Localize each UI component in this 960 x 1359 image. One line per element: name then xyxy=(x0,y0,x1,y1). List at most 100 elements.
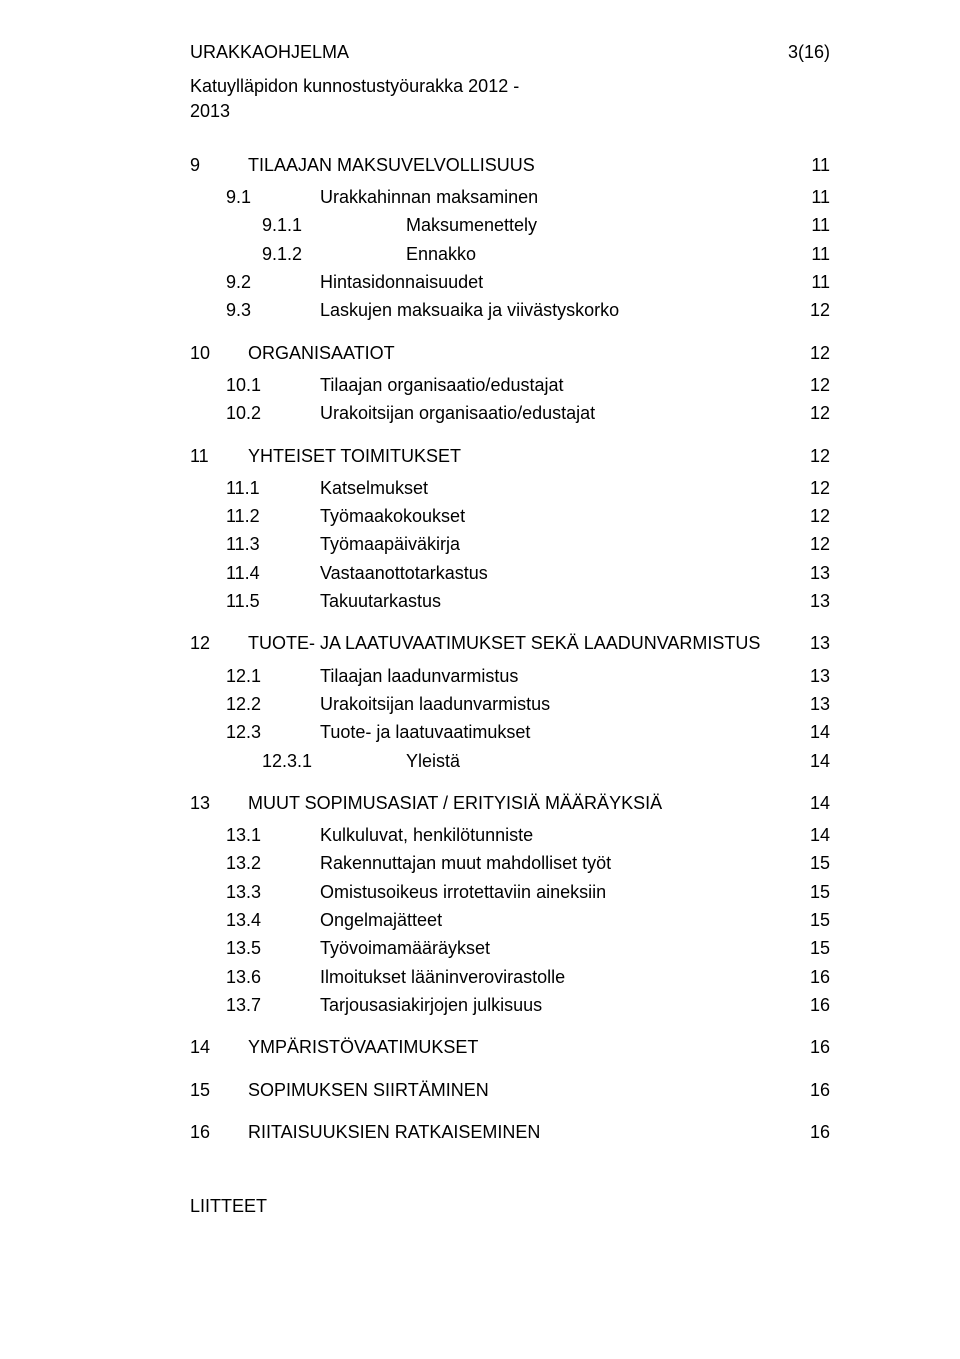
toc-label: Tilaajan organisaatio/edustajat xyxy=(320,373,790,397)
toc-page-number: 16 xyxy=(790,1120,830,1144)
toc-row: 12.3.1Yleistä14 xyxy=(190,749,830,773)
toc-label: Hintasidonnaisuudet xyxy=(320,270,790,294)
toc-row: 12.1Tilaajan laadunvarmistus13 xyxy=(190,664,830,688)
toc-number: 13.7 xyxy=(190,993,320,1017)
table-of-contents: 9TILAAJAN MAKSUVELVOLLISUUS11 9.1Urakkahi… xyxy=(190,153,830,1144)
toc-label: Katselmukset xyxy=(320,476,790,500)
toc-number: 13.4 xyxy=(190,908,320,932)
toc-label: SOPIMUKSEN SIIRTÄMINEN xyxy=(248,1078,790,1102)
toc-page-number: 16 xyxy=(790,965,830,989)
toc-label: Urakkahinnan maksaminen xyxy=(320,185,790,209)
toc-number: 11.4 xyxy=(190,561,320,585)
toc-label: Tuote- ja laatuvaatimukset xyxy=(320,720,790,744)
toc-row: 13.2Rakennuttajan muut mahdolliset työt1… xyxy=(190,851,830,875)
toc-number: 13.5 xyxy=(190,936,320,960)
toc-row: 14YMPÄRISTÖVAATIMUKSET16 xyxy=(190,1035,830,1059)
toc-number: 9.1 xyxy=(190,185,320,209)
toc-row: 16RIITAISUUKSIEN RATKAISEMINEN16 xyxy=(190,1120,830,1144)
toc-row: 11.5Takuutarkastus13 xyxy=(190,589,830,613)
toc-label: Tilaajan laadunvarmistus xyxy=(320,664,790,688)
page-indicator: 3(16) xyxy=(788,40,830,64)
toc-label: Laskujen maksuaika ja viivästyskorko xyxy=(320,298,790,322)
toc-page-number: 14 xyxy=(790,823,830,847)
toc-number: 13.3 xyxy=(190,880,320,904)
toc-page-number: 11 xyxy=(790,242,830,266)
toc-label: RIITAISUUKSIEN RATKAISEMINEN xyxy=(248,1120,790,1144)
footer-label: LIITTEET xyxy=(190,1194,830,1218)
toc-row: 9.2Hintasidonnaisuudet11 xyxy=(190,270,830,294)
toc-page-number: 15 xyxy=(790,851,830,875)
doc-title: URAKKAOHJELMA xyxy=(190,40,349,64)
toc-label: Työmaakokoukset xyxy=(320,504,790,528)
toc-row: 13.5Työvoimamääräykset15 xyxy=(190,936,830,960)
toc-label: YMPÄRISTÖVAATIMUKSET xyxy=(248,1035,790,1059)
toc-number: 11.2 xyxy=(190,504,320,528)
toc-page-number: 12 xyxy=(790,476,830,500)
toc-number: 11.5 xyxy=(190,589,320,613)
toc-number: 9 xyxy=(190,153,248,177)
toc-label: Ennakko xyxy=(406,242,790,266)
toc-page-number: 13 xyxy=(790,664,830,688)
toc-page-number: 14 xyxy=(790,791,830,815)
toc-number: 9.2 xyxy=(190,270,320,294)
toc-row: 11YHTEISET TOIMITUKSET12 xyxy=(190,444,830,468)
toc-number: 11 xyxy=(190,444,248,468)
toc-label: TUOTE- JA LAATUVAATIMUKSET SEKÄ LAADUNVA… xyxy=(248,631,790,655)
toc-number: 11.1 xyxy=(190,476,320,500)
toc-row: 11.4Vastaanottotarkastus13 xyxy=(190,561,830,585)
toc-row: 9.3Laskujen maksuaika ja viivästyskorko1… xyxy=(190,298,830,322)
toc-label: Takuutarkastus xyxy=(320,589,790,613)
document-page: URAKKAOHJELMA 3(16) Katuylläpidon kunnos… xyxy=(0,0,960,1359)
toc-page-number: 11 xyxy=(790,153,830,177)
toc-page-number: 15 xyxy=(790,936,830,960)
toc-page-number: 13 xyxy=(790,589,830,613)
toc-row: 13.1Kulkuluvat, henkilötunniste14 xyxy=(190,823,830,847)
toc-number: 9.1.2 xyxy=(190,242,406,266)
toc-number: 13.6 xyxy=(190,965,320,989)
toc-number: 10.1 xyxy=(190,373,320,397)
toc-page-number: 11 xyxy=(790,213,830,237)
toc-label: ORGANISAATIOT xyxy=(248,341,790,365)
toc-page-number: 12 xyxy=(790,341,830,365)
toc-page-number: 14 xyxy=(790,720,830,744)
toc-page-number: 12 xyxy=(790,444,830,468)
toc-page-number: 15 xyxy=(790,908,830,932)
toc-page-number: 13 xyxy=(790,631,830,655)
toc-row: 10ORGANISAATIOT12 xyxy=(190,341,830,365)
toc-label: Yleistä xyxy=(406,749,790,773)
toc-label: Rakennuttajan muut mahdolliset työt xyxy=(320,851,790,875)
toc-page-number: 11 xyxy=(790,270,830,294)
toc-row: 9.1.2Ennakko11 xyxy=(190,242,830,266)
toc-row: 13.7Tarjousasiakirjojen julkisuus16 xyxy=(190,993,830,1017)
toc-page-number: 12 xyxy=(790,373,830,397)
toc-page-number: 12 xyxy=(790,401,830,425)
toc-number: 13 xyxy=(190,791,248,815)
toc-page-number: 16 xyxy=(790,1035,830,1059)
toc-row: 12.2Urakoitsijan laadunvarmistus13 xyxy=(190,692,830,716)
toc-row: 13.3Omistusoikeus irrotettaviin aineksii… xyxy=(190,880,830,904)
toc-number: 12.3.1 xyxy=(190,749,406,773)
toc-label: Työmaapäiväkirja xyxy=(320,532,790,556)
toc-page-number: 14 xyxy=(790,749,830,773)
toc-number: 16 xyxy=(190,1120,248,1144)
toc-row: 9TILAAJAN MAKSUVELVOLLISUUS11 xyxy=(190,153,830,177)
toc-label: Ilmoitukset lääninverovirastolle xyxy=(320,965,790,989)
toc-number: 12.2 xyxy=(190,692,320,716)
toc-label: Urakoitsijan organisaatio/edustajat xyxy=(320,401,790,425)
toc-label: MUUT SOPIMUSASIAT / ERITYISIÄ MÄÄRÄYKSIÄ xyxy=(248,791,790,815)
doc-subtitle: Katuylläpidon kunnostustyöurakka 2012 - … xyxy=(190,74,560,123)
toc-page-number: 16 xyxy=(790,993,830,1017)
toc-page-number: 12 xyxy=(790,532,830,556)
toc-label: Ongelmajätteet xyxy=(320,908,790,932)
toc-row: 11.1Katselmukset12 xyxy=(190,476,830,500)
toc-page-number: 13 xyxy=(790,692,830,716)
toc-number: 12.1 xyxy=(190,664,320,688)
toc-number: 13.1 xyxy=(190,823,320,847)
toc-label: Omistusoikeus irrotettaviin aineksiin xyxy=(320,880,790,904)
toc-number: 12 xyxy=(190,631,248,655)
toc-number: 11.3 xyxy=(190,532,320,556)
toc-number: 9.3 xyxy=(190,298,320,322)
toc-label: Maksumenettely xyxy=(406,213,790,237)
toc-row: 10.2Urakoitsijan organisaatio/edustajat1… xyxy=(190,401,830,425)
toc-label: Työvoimamääräykset xyxy=(320,936,790,960)
